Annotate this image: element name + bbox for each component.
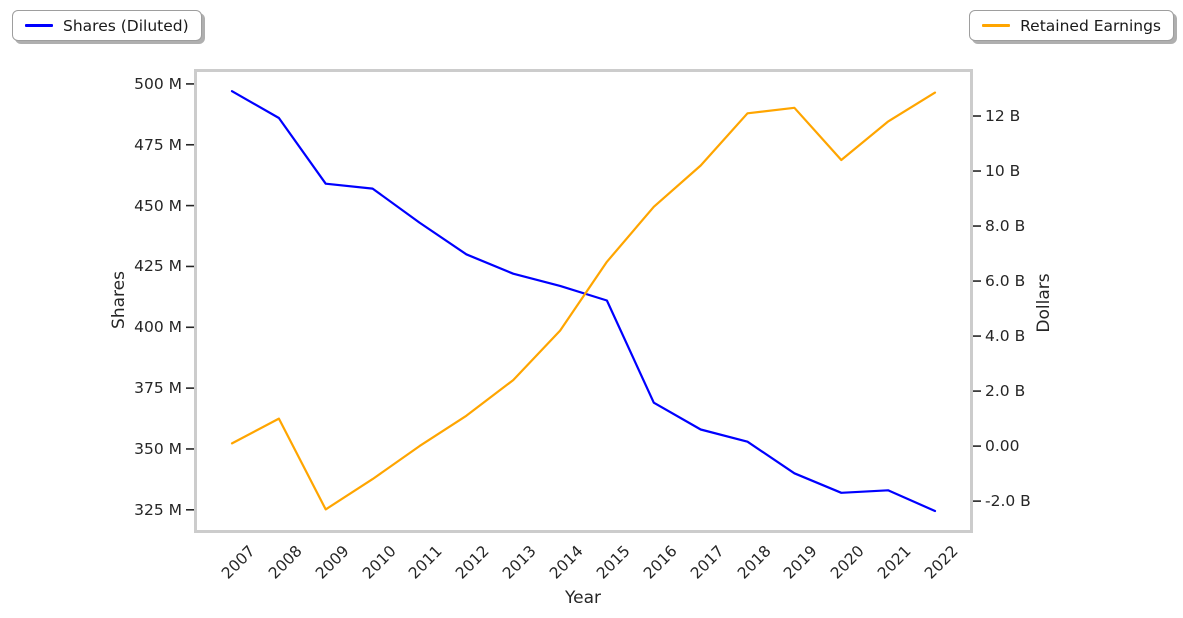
series-line-retained-earnings [230, 91, 937, 511]
y-tick-label-left: 500 M [134, 74, 182, 93]
legend-shares-label: Shares (Diluted) [63, 16, 189, 35]
y-tick-label-left: 450 M [134, 196, 182, 215]
shares-line-swatch [25, 24, 53, 27]
legend-retained-earnings-box: Retained Earnings [969, 10, 1174, 41]
y-tick-label-left: 375 M [134, 379, 182, 398]
y-tick-label-right: 6.0 B [985, 272, 1026, 291]
y-tick-label-left: 400 M [134, 318, 182, 337]
y-tick-label-right: 0.00 [985, 437, 1020, 456]
legend-retained-earnings-label: Retained Earnings [1020, 16, 1161, 35]
y-tick-label-right: 8.0 B [985, 217, 1026, 236]
y-tick-label-right: 4.0 B [985, 327, 1026, 346]
y-tick-label-right: 2.0 B [985, 382, 1026, 401]
plot-area [194, 69, 973, 533]
y-tick-label-right: 12 B [985, 107, 1021, 125]
legend-shares-box: Shares (Diluted) [12, 10, 202, 41]
y-tick-label-left: 325 M [134, 500, 182, 519]
y-axis-right-title: Dollars [1034, 273, 1054, 333]
y-tick-label-right: 10 B [985, 162, 1021, 181]
retained-earnings-line-swatch [982, 24, 1011, 27]
y-tick-label-right: -2.0 B [985, 492, 1031, 511]
y-tick-label-left: 425 M [134, 257, 182, 276]
y-tick-label-left: 350 M [134, 439, 182, 458]
series-line-shares-diluted [230, 90, 937, 513]
y-tick-label-left: 475 M [134, 135, 182, 154]
x-axis-title: Year [565, 588, 601, 608]
